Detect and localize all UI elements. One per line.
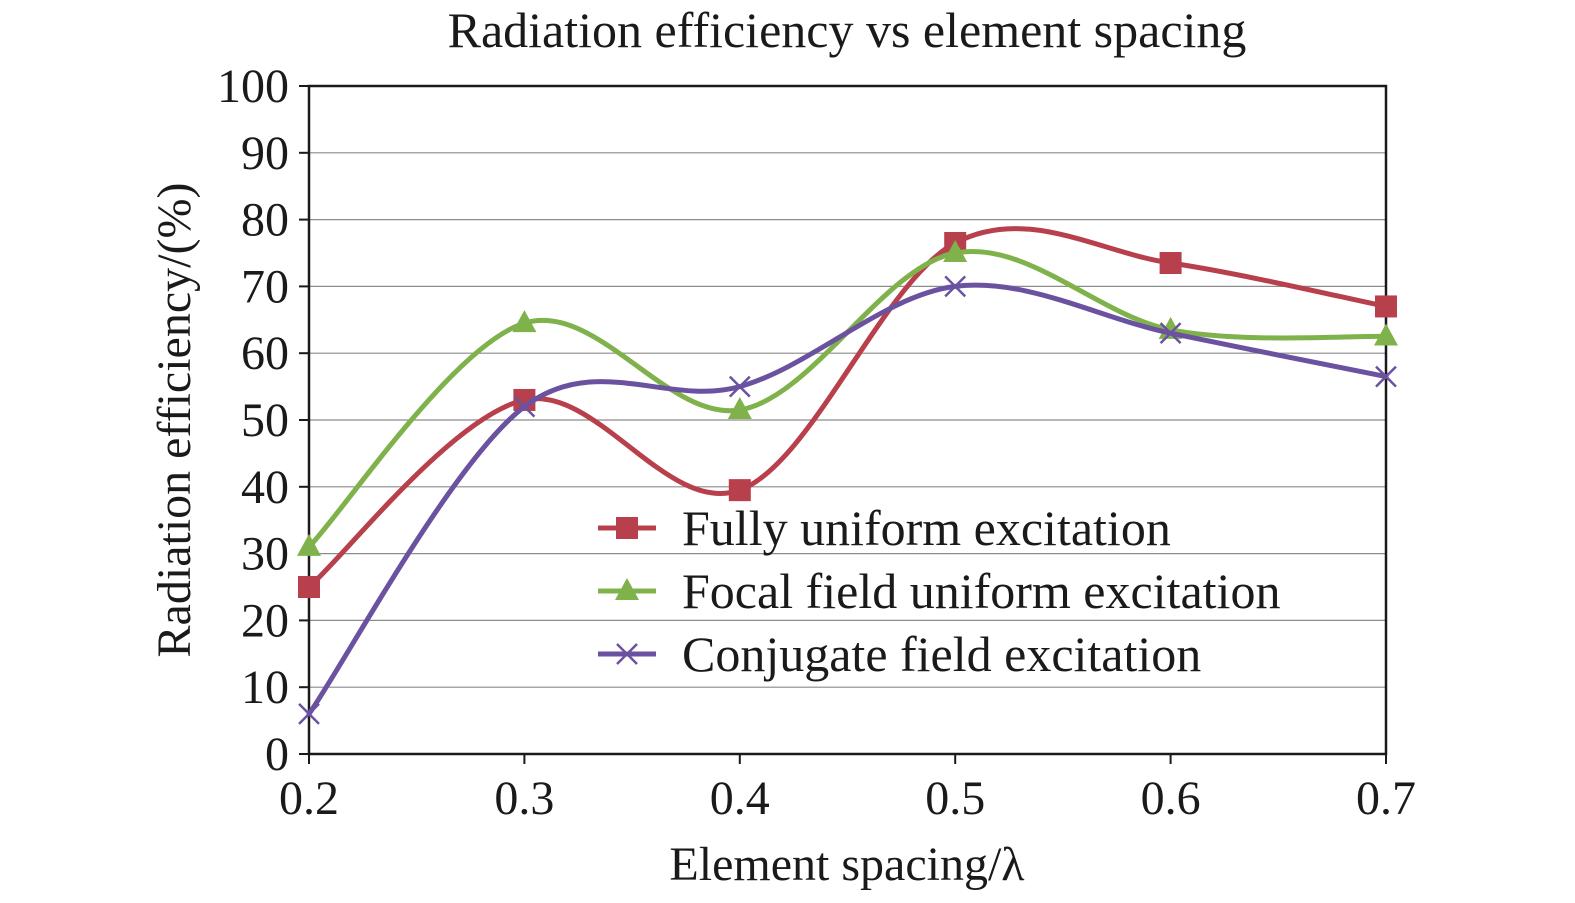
data-point bbox=[297, 533, 321, 556]
legend-item: Fully uniform excitation bbox=[598, 500, 1171, 556]
y-tick-label: 10 bbox=[241, 661, 289, 714]
data-point bbox=[1375, 365, 1397, 388]
legend-marker bbox=[616, 517, 638, 539]
data-point bbox=[298, 576, 320, 598]
data-point bbox=[728, 479, 751, 502]
legend-item: Focal field uniform excitation bbox=[598, 563, 1280, 619]
x-axis-label: Element spacing/λ bbox=[669, 838, 1025, 891]
series-3 bbox=[298, 275, 1397, 725]
chart-title: Radiation efficiency vs element spacing bbox=[448, 2, 1247, 58]
x-tick-label: 0.6 bbox=[1141, 772, 1201, 825]
legend-marker bbox=[615, 578, 639, 600]
legend: Fully uniform excitation Focal field unif… bbox=[598, 500, 1280, 682]
y-tick-label: 100 bbox=[217, 60, 289, 113]
legend-label: Fully uniform excitation bbox=[682, 500, 1171, 556]
y-tick-label: 90 bbox=[241, 127, 289, 180]
y-tick-label: 30 bbox=[241, 528, 289, 581]
x-tick-label: 0.5 bbox=[925, 772, 985, 825]
data-point bbox=[513, 395, 536, 418]
y-tick-label: 40 bbox=[241, 461, 289, 514]
legend-label: Focal field uniform excitation bbox=[682, 563, 1280, 619]
legend-label: Conjugate field excitation bbox=[682, 626, 1201, 682]
data-point bbox=[512, 310, 537, 333]
y-tick-label: 20 bbox=[241, 594, 289, 647]
axis-ticks: 0 10 20 30 40 50 60 70 80 90 100 0.2 0.3 0.4 0.5 0.6 0.7 bbox=[217, 60, 1416, 825]
y-tick-label: 50 bbox=[241, 394, 289, 447]
legend-marker bbox=[616, 643, 638, 665]
data-point bbox=[1374, 323, 1398, 346]
x-tick-label: 0.3 bbox=[494, 772, 554, 825]
data-point bbox=[943, 240, 968, 262]
legend-item: Conjugate field excitation bbox=[598, 626, 1201, 682]
x-tick-label: 0.7 bbox=[1356, 772, 1416, 825]
data-point bbox=[1375, 295, 1397, 318]
y-tick-label: 60 bbox=[241, 327, 289, 380]
data-point bbox=[728, 375, 751, 398]
y-tick-label: 80 bbox=[241, 194, 289, 247]
y-axis-label: Radiation efficiency/(%) bbox=[148, 183, 201, 658]
y-tick-label: 0 bbox=[265, 728, 289, 781]
y-tick-label: 70 bbox=[241, 260, 289, 313]
series-line bbox=[306, 282, 1389, 717]
series-group bbox=[297, 226, 1398, 725]
x-tick-label: 0.2 bbox=[279, 772, 339, 825]
grid-lines bbox=[309, 152, 1386, 688]
data-point bbox=[1159, 252, 1182, 275]
x-tick-label: 0.4 bbox=[710, 772, 770, 825]
data-point bbox=[727, 396, 752, 419]
data-point bbox=[298, 703, 320, 725]
data-point bbox=[944, 275, 967, 298]
data-point bbox=[1159, 322, 1182, 345]
